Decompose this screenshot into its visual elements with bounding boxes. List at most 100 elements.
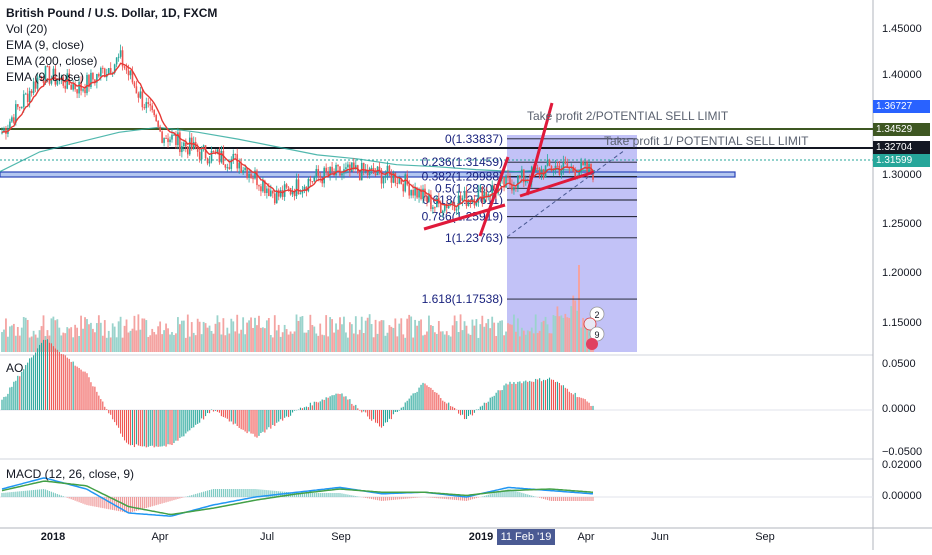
candle-body — [286, 184, 288, 187]
candle-body — [507, 176, 509, 178]
macd-tick: 0.00000 — [882, 490, 922, 502]
volume-bar — [509, 324, 511, 352]
candle-body — [280, 190, 282, 197]
ao-label[interactable]: AO — [6, 361, 23, 375]
price-tick: 1.30000 — [882, 169, 922, 181]
ao-tick: 0.0000 — [882, 403, 916, 415]
volume-bar — [134, 316, 136, 352]
volume-bar — [153, 332, 155, 352]
macd-label[interactable]: MACD (12, 26, close, 9) — [6, 467, 134, 481]
volume-bar — [167, 328, 169, 352]
volume-bar — [418, 321, 420, 352]
candle-body — [147, 102, 149, 104]
candle-body — [460, 195, 462, 200]
volume-bar — [104, 320, 106, 352]
take-profit-1-label[interactable]: Take profit 1/ POTENTIAL SELL LIMIT — [604, 134, 809, 148]
candle-body — [331, 167, 333, 171]
date-tick-apr-19: Apr — [577, 531, 594, 543]
candle-body — [144, 107, 146, 108]
volume-bar — [226, 328, 228, 352]
price-tick: 1.15000 — [882, 317, 922, 329]
volume-bar — [286, 329, 288, 352]
volume-bar — [106, 338, 108, 352]
take-profit-2-label[interactable]: Take profit 2/POTENTIAL SELL LIMIT — [527, 109, 729, 123]
volume-bar — [272, 337, 274, 352]
volume-bar — [213, 334, 215, 352]
candle-body — [161, 131, 163, 142]
volume-bar — [230, 319, 232, 352]
candle-body — [369, 168, 371, 175]
event-badge-9: 9 — [594, 330, 599, 340]
volume-bar — [157, 326, 159, 352]
volume-bar — [201, 334, 203, 352]
volume-bar — [296, 314, 298, 352]
volume-bar — [122, 338, 124, 352]
candle-body — [274, 193, 276, 203]
candle-body — [565, 161, 567, 163]
volume-bar — [181, 321, 183, 352]
candle-body — [256, 171, 258, 186]
candle-body — [227, 167, 229, 168]
fib-level-label: 1(1.23763) — [445, 231, 503, 245]
volume-bar — [256, 325, 258, 352]
volume-bar — [560, 315, 562, 352]
volume-bar — [317, 336, 319, 352]
indicator-volume[interactable]: Vol (20) — [6, 21, 217, 37]
candle-body — [398, 178, 400, 183]
candle-body — [547, 160, 549, 166]
candle-body — [246, 168, 248, 178]
volume-bar — [416, 326, 418, 352]
volume-bar — [250, 317, 252, 352]
date-tick-2019: 2019 — [469, 531, 493, 543]
volume-bar — [207, 328, 209, 352]
volume-bar — [481, 316, 483, 352]
candle-body — [266, 189, 268, 194]
date-tick-sep: Sep — [331, 531, 351, 543]
volume-bar — [258, 316, 260, 352]
candle-body — [70, 85, 72, 90]
volume-bar — [118, 321, 120, 352]
volume-bar — [493, 323, 495, 352]
volume-bar — [248, 320, 250, 352]
price-tag-134529: 1.34529 — [873, 123, 930, 136]
volume-bar — [254, 318, 256, 352]
candle-body — [288, 187, 290, 188]
indicator-ema9[interactable]: EMA (9, close) — [6, 37, 217, 53]
volume-bar — [349, 322, 351, 352]
volume-bar — [163, 330, 165, 352]
volume-bar — [98, 315, 100, 352]
volume-bar — [458, 332, 460, 352]
volume-bar — [539, 331, 541, 352]
volume-bar — [62, 333, 64, 352]
candle-body — [296, 179, 298, 196]
candle-body — [426, 196, 428, 201]
candle-body — [314, 177, 316, 181]
candle-body — [27, 94, 29, 102]
volume-bar — [60, 335, 62, 352]
volume-bar — [191, 322, 193, 352]
fib-level-label: 1.618(1.17538) — [422, 292, 503, 306]
date-tick-apr: Apr — [151, 531, 168, 543]
volume-bar — [452, 325, 454, 352]
volume-bar — [304, 333, 306, 352]
candle-body — [268, 189, 270, 197]
candle-body — [142, 91, 144, 107]
candle-body — [397, 183, 399, 184]
volume-bar — [151, 329, 153, 352]
candle-body — [197, 149, 199, 152]
volume-bar — [139, 330, 141, 352]
indicator-ema9-b[interactable]: EMA (9, close) — [6, 69, 217, 85]
volume-bar — [564, 314, 566, 352]
volume-bar — [211, 331, 213, 352]
indicator-ema200[interactable]: EMA (200, close) — [6, 53, 217, 69]
volume-bar — [1, 332, 3, 352]
volume-bar — [96, 323, 98, 352]
candle-body — [262, 181, 264, 192]
volume-bar — [359, 330, 361, 352]
crosshair-date-label: 11 Feb '19 — [497, 529, 555, 545]
candle-body — [406, 174, 408, 184]
date-tick-sep-19: Sep — [755, 531, 775, 543]
candle-body — [203, 145, 205, 147]
volume-bar — [515, 332, 517, 352]
volume-bar — [149, 335, 151, 352]
